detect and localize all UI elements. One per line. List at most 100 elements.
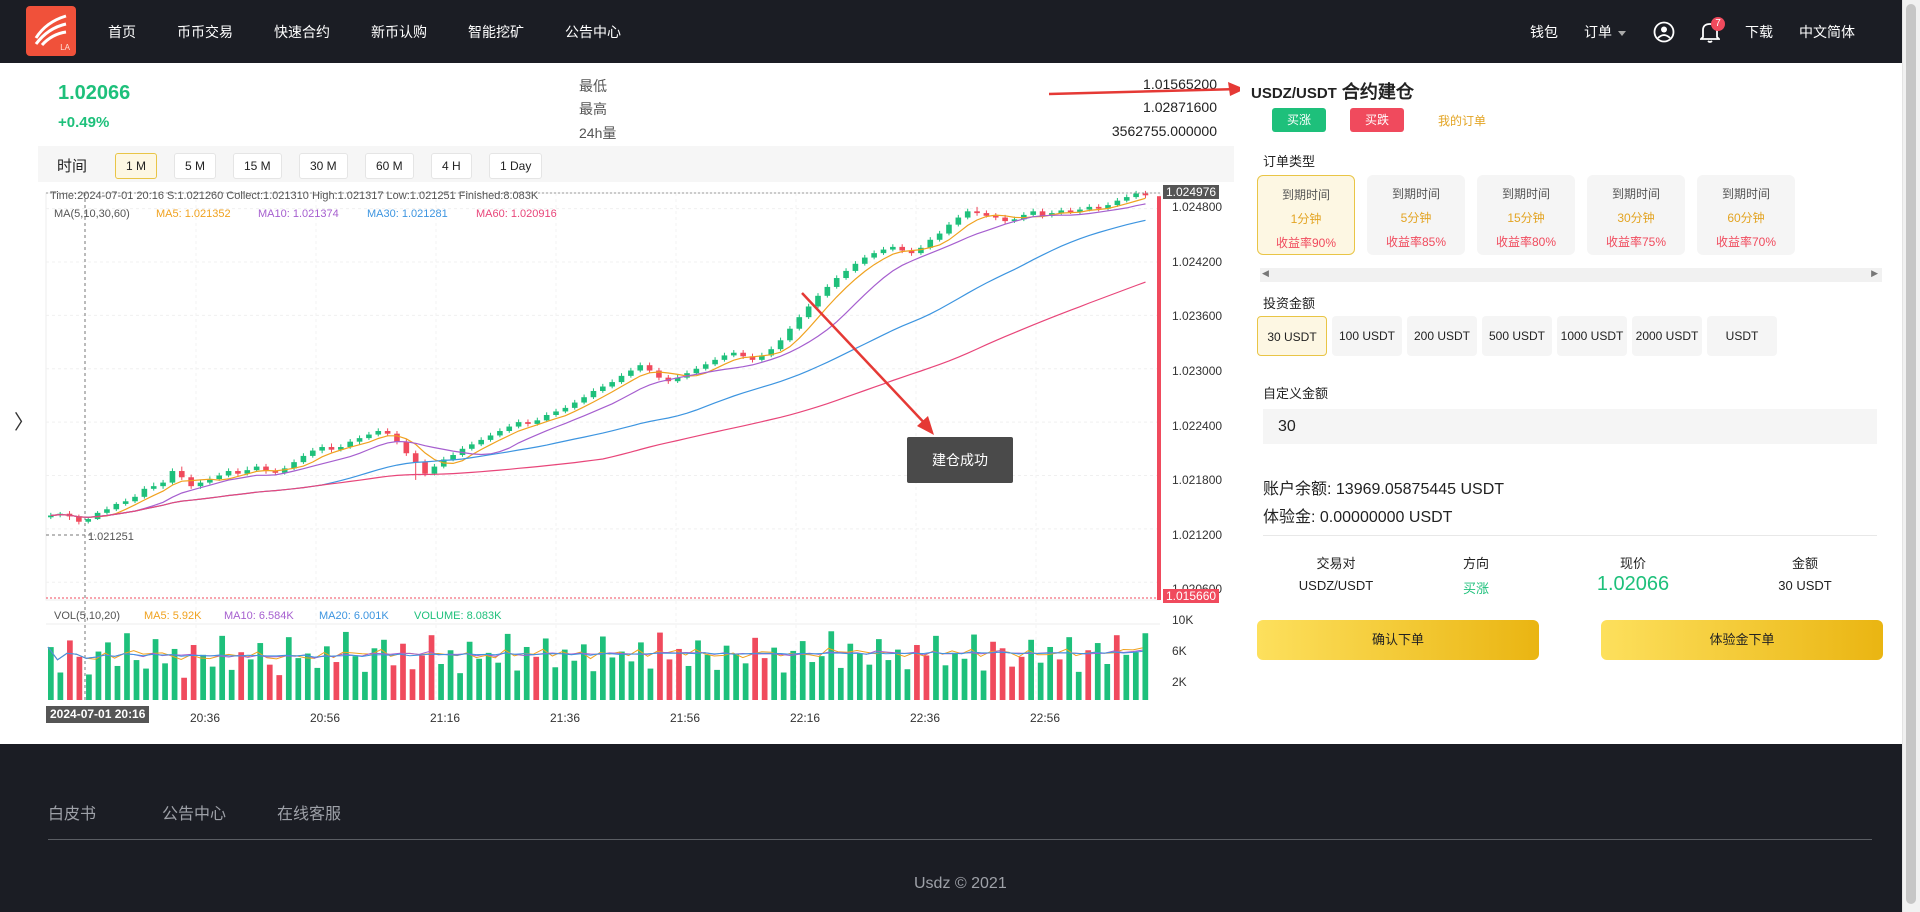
candle <box>1067 210 1074 213</box>
nav-smart-mining[interactable]: 智能挖矿 <box>468 24 524 40</box>
candle <box>880 249 887 254</box>
nav-orders[interactable]: 订单 <box>1584 22 1626 42</box>
order-option-5min[interactable]: 到期时间 5分钟 收益率85% <box>1367 175 1465 255</box>
page-scrollbar[interactable] <box>1902 0 1920 912</box>
candle <box>1095 206 1102 209</box>
footer-whitepaper[interactable]: 白皮书 <box>48 806 97 823</box>
order-option-15min[interactable]: 到期时间 15分钟 收益率80% <box>1477 175 1575 255</box>
scrollbar-thumb[interactable] <box>1906 4 1916 904</box>
candle <box>833 278 840 287</box>
candle <box>150 486 157 489</box>
volume-bar <box>428 635 435 700</box>
options-scrollbar[interactable]: ◀ ▶ <box>1260 268 1882 282</box>
order-option-60min[interactable]: 到期时间 60分钟 收益率70% <box>1697 175 1795 255</box>
ma-line-ma10 <box>50 203 1146 518</box>
volume-bar <box>542 638 549 700</box>
volume-bar <box>714 669 720 700</box>
candle <box>394 433 400 442</box>
volume-bar <box>1142 633 1149 700</box>
buy-down-button[interactable]: 买跌 <box>1350 108 1404 132</box>
footer-support[interactable]: 在线客服 <box>277 806 342 823</box>
amount-custom-usdt-button[interactable]: USDT <box>1707 316 1777 356</box>
nav-new-coin[interactable]: 新币认购 <box>371 24 427 40</box>
timeframe-60m[interactable]: 60 M <box>365 153 414 179</box>
nav-spot-trading[interactable]: 币币交易 <box>177 24 233 40</box>
candle <box>562 407 569 412</box>
trial-order-button[interactable]: 体验金下单 <box>1601 620 1883 660</box>
nav-home[interactable]: 首页 <box>108 24 136 40</box>
candle <box>861 257 868 264</box>
volume-bar <box>114 665 121 700</box>
volume-bar <box>1028 639 1034 700</box>
volume-bar <box>247 659 254 700</box>
candle <box>1011 219 1018 222</box>
amount-2000-button[interactable]: 2000 USDT <box>1632 316 1702 356</box>
volume-bar <box>771 647 778 700</box>
candle <box>1002 217 1008 222</box>
timeframe-30m[interactable]: 30 M <box>299 153 348 179</box>
volume-bar <box>561 649 568 700</box>
annotation-arrow-1 <box>1048 87 1240 96</box>
stat-low-value: 1.01565200 <box>1143 76 1217 92</box>
y-tick-3: 1.023000 <box>1172 364 1223 378</box>
timeframe-1day[interactable]: 1 Day <box>489 153 543 179</box>
candle <box>852 263 859 271</box>
site-logo[interactable]: LA <box>26 6 76 56</box>
annotation-arrowhead-2 <box>917 416 934 435</box>
amount-30-button[interactable]: 30 USDT <box>1257 316 1327 356</box>
scroll-right-icon[interactable]: ▶ <box>1871 268 1878 278</box>
vol-ma5: MA5: 5.92K <box>144 610 202 622</box>
timeframe-1m[interactable]: 1 M <box>115 153 158 179</box>
summary-price-value: 1.02066 <box>1596 573 1670 595</box>
candlestick-chart[interactable] <box>0 0 1240 740</box>
x-tick-3: 21:36 <box>550 711 581 725</box>
nav-quick-contract[interactable]: 快速合约 <box>274 24 330 40</box>
sidebar-toggle-icon[interactable]: 〉 <box>14 412 34 434</box>
order-option-30min[interactable]: 到期时间 30分钟 收益率75% <box>1587 175 1685 255</box>
logo-text: LA <box>60 43 70 52</box>
volume-bar <box>133 660 140 700</box>
volume-bar <box>923 655 930 700</box>
option-yield: 收益率80% <box>1495 235 1557 249</box>
ma-line-ma5 <box>50 197 1146 518</box>
amount-500-button[interactable]: 500 USDT <box>1482 316 1552 356</box>
nav-language[interactable]: 中文简体 <box>1799 24 1855 40</box>
buy-up-button[interactable]: 买涨 <box>1272 108 1326 132</box>
cursor-time: 2024-07-01 20:16 <box>46 706 150 723</box>
candle <box>1077 209 1083 213</box>
volume-bar <box>1009 666 1015 700</box>
timeframe-15m[interactable]: 15 M <box>233 153 282 179</box>
timeframe-5m[interactable]: 5 M <box>174 153 217 179</box>
candle <box>160 482 166 487</box>
volume-bar <box>409 669 416 700</box>
amount-200-button[interactable]: 200 USDT <box>1407 316 1477 356</box>
nav-wallet[interactable]: 钱包 <box>1530 24 1558 40</box>
footer-announcements[interactable]: 公告中心 <box>162 806 227 823</box>
volume-bar <box>276 675 283 700</box>
volume-bar <box>219 635 226 700</box>
candle <box>225 471 232 476</box>
nav-announcements[interactable]: 公告中心 <box>565 24 621 40</box>
candle <box>908 250 915 254</box>
volume-bar <box>1085 650 1092 700</box>
candle <box>244 470 251 474</box>
candle <box>235 471 241 474</box>
order-option-1min[interactable]: 到期时间 1分钟 收益率90% <box>1257 175 1355 255</box>
nav-download[interactable]: 下载 <box>1745 24 1773 40</box>
custom-amount-input[interactable] <box>1263 409 1877 444</box>
candle <box>506 426 513 432</box>
candle <box>487 435 494 440</box>
candle <box>1039 211 1046 216</box>
candle <box>590 390 597 398</box>
option-label: 到期时间 <box>1391 187 1440 201</box>
volume-bar <box>657 632 663 700</box>
candle <box>122 501 129 504</box>
my-orders-link[interactable]: 我的订单 <box>1438 114 1487 128</box>
amount-1000-button[interactable]: 1000 USDT <box>1557 316 1627 356</box>
confirm-order-button[interactable]: 确认下单 <box>1257 620 1539 660</box>
user-icon[interactable] <box>1653 21 1675 43</box>
scroll-left-icon[interactable]: ◀ <box>1262 268 1269 278</box>
amount-100-button[interactable]: 100 USDT <box>1332 316 1402 356</box>
candle <box>178 471 185 478</box>
timeframe-4h[interactable]: 4 H <box>431 153 472 179</box>
